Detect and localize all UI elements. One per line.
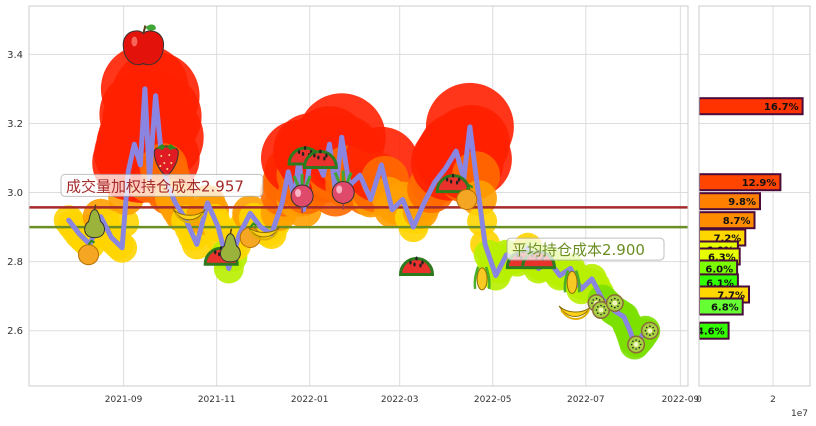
bar-percent-label: 12.9% [742,178,777,189]
side-plot-frame [698,5,811,387]
bar-percent-label: 7.2% [714,234,742,245]
y-tick-label: 2.6 [7,326,23,337]
y-tick-label: 3.4 [7,50,23,61]
y-tick-label: 3.0 [7,188,23,199]
banana-icon [247,226,281,241]
x-tick-label: 2021-11 [198,395,236,405]
kiwi-icon [640,321,659,340]
x-tick-label: 2022-03 [381,395,419,405]
bar-percent-label: 6.0% [705,265,733,276]
axes: 2.6 2.8 3.0 3.2 3.4 2021-09 2021-11 2022-01 2022… [7,5,700,405]
side-axes: 0 2 1e7 [696,5,811,419]
bar-percent-label: 16.7% [764,102,799,113]
radish-icon [331,170,355,210]
orange-icon [78,239,99,266]
y-tick-label: 3.2 [7,119,23,130]
radish-icon [290,174,314,213]
x-tick-label: 2022-07 [567,395,605,405]
kiwi-icon [592,301,610,319]
pear-icon [84,204,106,239]
reference-lines [29,206,688,229]
y-tick-label: 2.8 [7,257,23,268]
banana-icon [558,305,592,320]
bar-percent-label: 6.3% [708,253,736,264]
main-plot-frame [28,5,689,387]
side-x-tick-label: 0 [696,395,702,405]
distribution-bar [699,321,730,340]
corn-icon [473,266,491,291]
corn-icon [563,270,581,294]
distribution-bar [699,192,761,211]
distribution-bar [699,97,804,116]
distribution-bar [699,297,744,316]
watermelon-icon [398,256,435,276]
reference-label-text: 成交量加权持仓成本2.957 [66,177,244,195]
fruit-markers [78,24,659,354]
bar-percent-label: 4.6% [697,327,725,338]
bar-percent-label: 7.7% [717,291,745,302]
watermelon-icon [435,173,471,194]
bar-percent-label: 6.8% [711,303,739,314]
reference-label: 成交量加权持仓成本2.957 [60,173,264,197]
bar-percent-label: 6.1% [706,278,734,289]
x-tick-label: 2022-05 [474,395,512,405]
apple-icon [122,24,164,66]
banana-icon [172,208,206,224]
orange-icon [456,184,478,210]
reference-labels: 成交量加权持仓成本2.957 平均持仓成本2.900 [60,173,665,261]
x-tick-label: 2022-09 [662,395,700,405]
watermelon-icon [302,149,338,169]
distribution-bar [699,211,756,230]
side-x-offset-label: 1e7 [791,409,808,419]
distribution-bars: 16.7%12.9%9.8%8.7%7.2%6.0%6.3%6.0%6.1%7.… [697,97,804,340]
reference-label: 平均持仓成本2.900 [506,237,665,261]
kiwi-icon [605,294,624,313]
x-tick-label: 2021-09 [105,395,143,405]
distribution-bar [699,173,782,192]
bar-percent-label: 8.7% [723,216,751,227]
reference-label-text: 平均持仓成本2.900 [512,241,645,259]
bar-percent-label: 9.8% [728,197,756,208]
x-tick-label: 2022-01 [291,395,329,405]
kiwi-icon [627,335,646,354]
pear-icon [219,228,241,263]
side-x-tick-label: 2 [770,395,776,405]
strawberry-icon [153,144,179,177]
